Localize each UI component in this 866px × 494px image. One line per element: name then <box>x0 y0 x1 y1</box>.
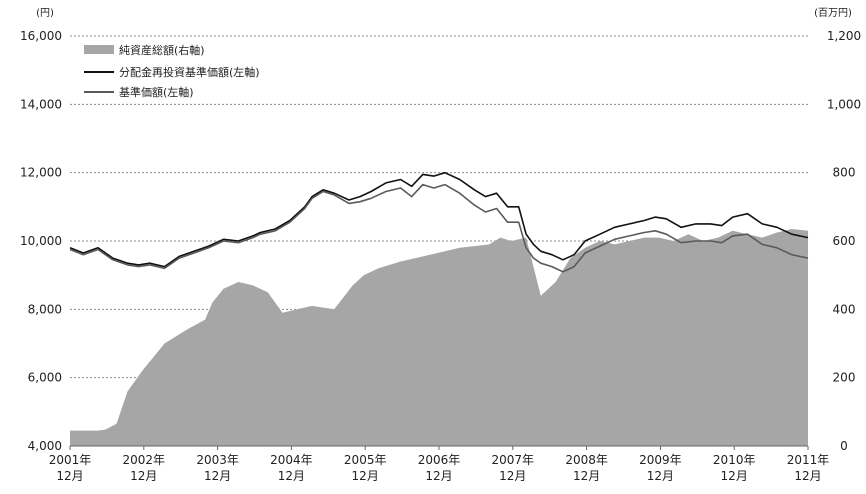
legend-label-reinvested-nav: 分配金再投資基準価額(左軸) <box>119 65 260 79</box>
x-tick-label-month: 12月 <box>794 469 821 483</box>
right-axis-unit: (百万円) <box>814 7 852 19</box>
x-tick-label-month: 12月 <box>56 469 83 483</box>
right-tick-label: 0 <box>840 439 848 453</box>
left-tick-label: 4,000 <box>28 439 62 453</box>
left-tick-label: 8,000 <box>28 302 62 316</box>
x-tick-label-year: 2005年 <box>344 453 387 467</box>
left-axis-unit: (円) <box>36 8 54 19</box>
x-tick-label-month: 12月 <box>425 469 452 483</box>
legend-swatch-net-assets <box>84 45 114 54</box>
legend-label-nav: 基準価額(左軸) <box>119 85 194 99</box>
right-tick-label: 1,200 <box>827 29 861 43</box>
series-line-reinvested-nav <box>69 171 809 268</box>
x-tick-label-month: 12月 <box>352 469 379 483</box>
left-axis-ticks: 4,000 6,000 8,000 10,000 12,000 14,000 16,000 <box>20 29 62 453</box>
right-tick-label: 400 <box>833 302 856 316</box>
x-tick-label-year: 2011年 <box>787 453 830 467</box>
x-axis-ticks: 2001年 12月 2002年 12月 2003年 12月 2004年 12月 2005年 12月… <box>49 446 830 483</box>
x-tick-label-year: 2003年 <box>196 453 239 467</box>
left-tick-label: 6,000 <box>28 371 62 385</box>
series-line-nav <box>69 183 809 273</box>
x-tick-label-month: 12月 <box>647 469 674 483</box>
x-tick-label-year: 2002年 <box>123 453 166 467</box>
x-tick-label-month: 12月 <box>721 469 748 483</box>
left-tick-label: 16,000 <box>20 29 62 43</box>
x-tick-label-year: 2001年 <box>49 453 92 467</box>
series-area-net-assets <box>70 229 808 446</box>
left-tick-label: 14,000 <box>20 97 62 111</box>
right-tick-label: 200 <box>833 371 856 385</box>
x-tick-label-month: 12月 <box>573 469 600 483</box>
line-series <box>69 171 809 273</box>
x-tick-label-month: 12月 <box>278 469 305 483</box>
legend: 純資産総額(右軸) 分配金再投資基準価額(左軸) 基準価額(左軸) <box>84 43 260 99</box>
area-series <box>70 229 808 446</box>
right-tick-label: 600 <box>833 234 856 248</box>
left-tick-label: 12,000 <box>20 166 62 180</box>
x-tick-label-year: 2007年 <box>492 453 535 467</box>
x-tick-label-year: 2006年 <box>418 453 461 467</box>
left-tick-label: 10,000 <box>20 234 62 248</box>
x-tick-label-year: 2009年 <box>639 453 682 467</box>
x-tick-label-year: 2004年 <box>270 453 313 467</box>
right-tick-label: 1,000 <box>827 97 861 111</box>
legend-label-net-assets: 純資産総額(右軸) <box>119 43 205 57</box>
x-tick-label-month: 12月 <box>204 469 231 483</box>
x-tick-label-year: 2008年 <box>565 453 608 467</box>
right-tick-label: 800 <box>833 166 856 180</box>
right-axis-ticks: 0 200 400 600 800 1,000 1,200 <box>827 29 861 453</box>
x-tick-label-month: 12月 <box>499 469 526 483</box>
x-tick-label-month: 12月 <box>130 469 157 483</box>
x-tick-label-year: 2010年 <box>713 453 756 467</box>
